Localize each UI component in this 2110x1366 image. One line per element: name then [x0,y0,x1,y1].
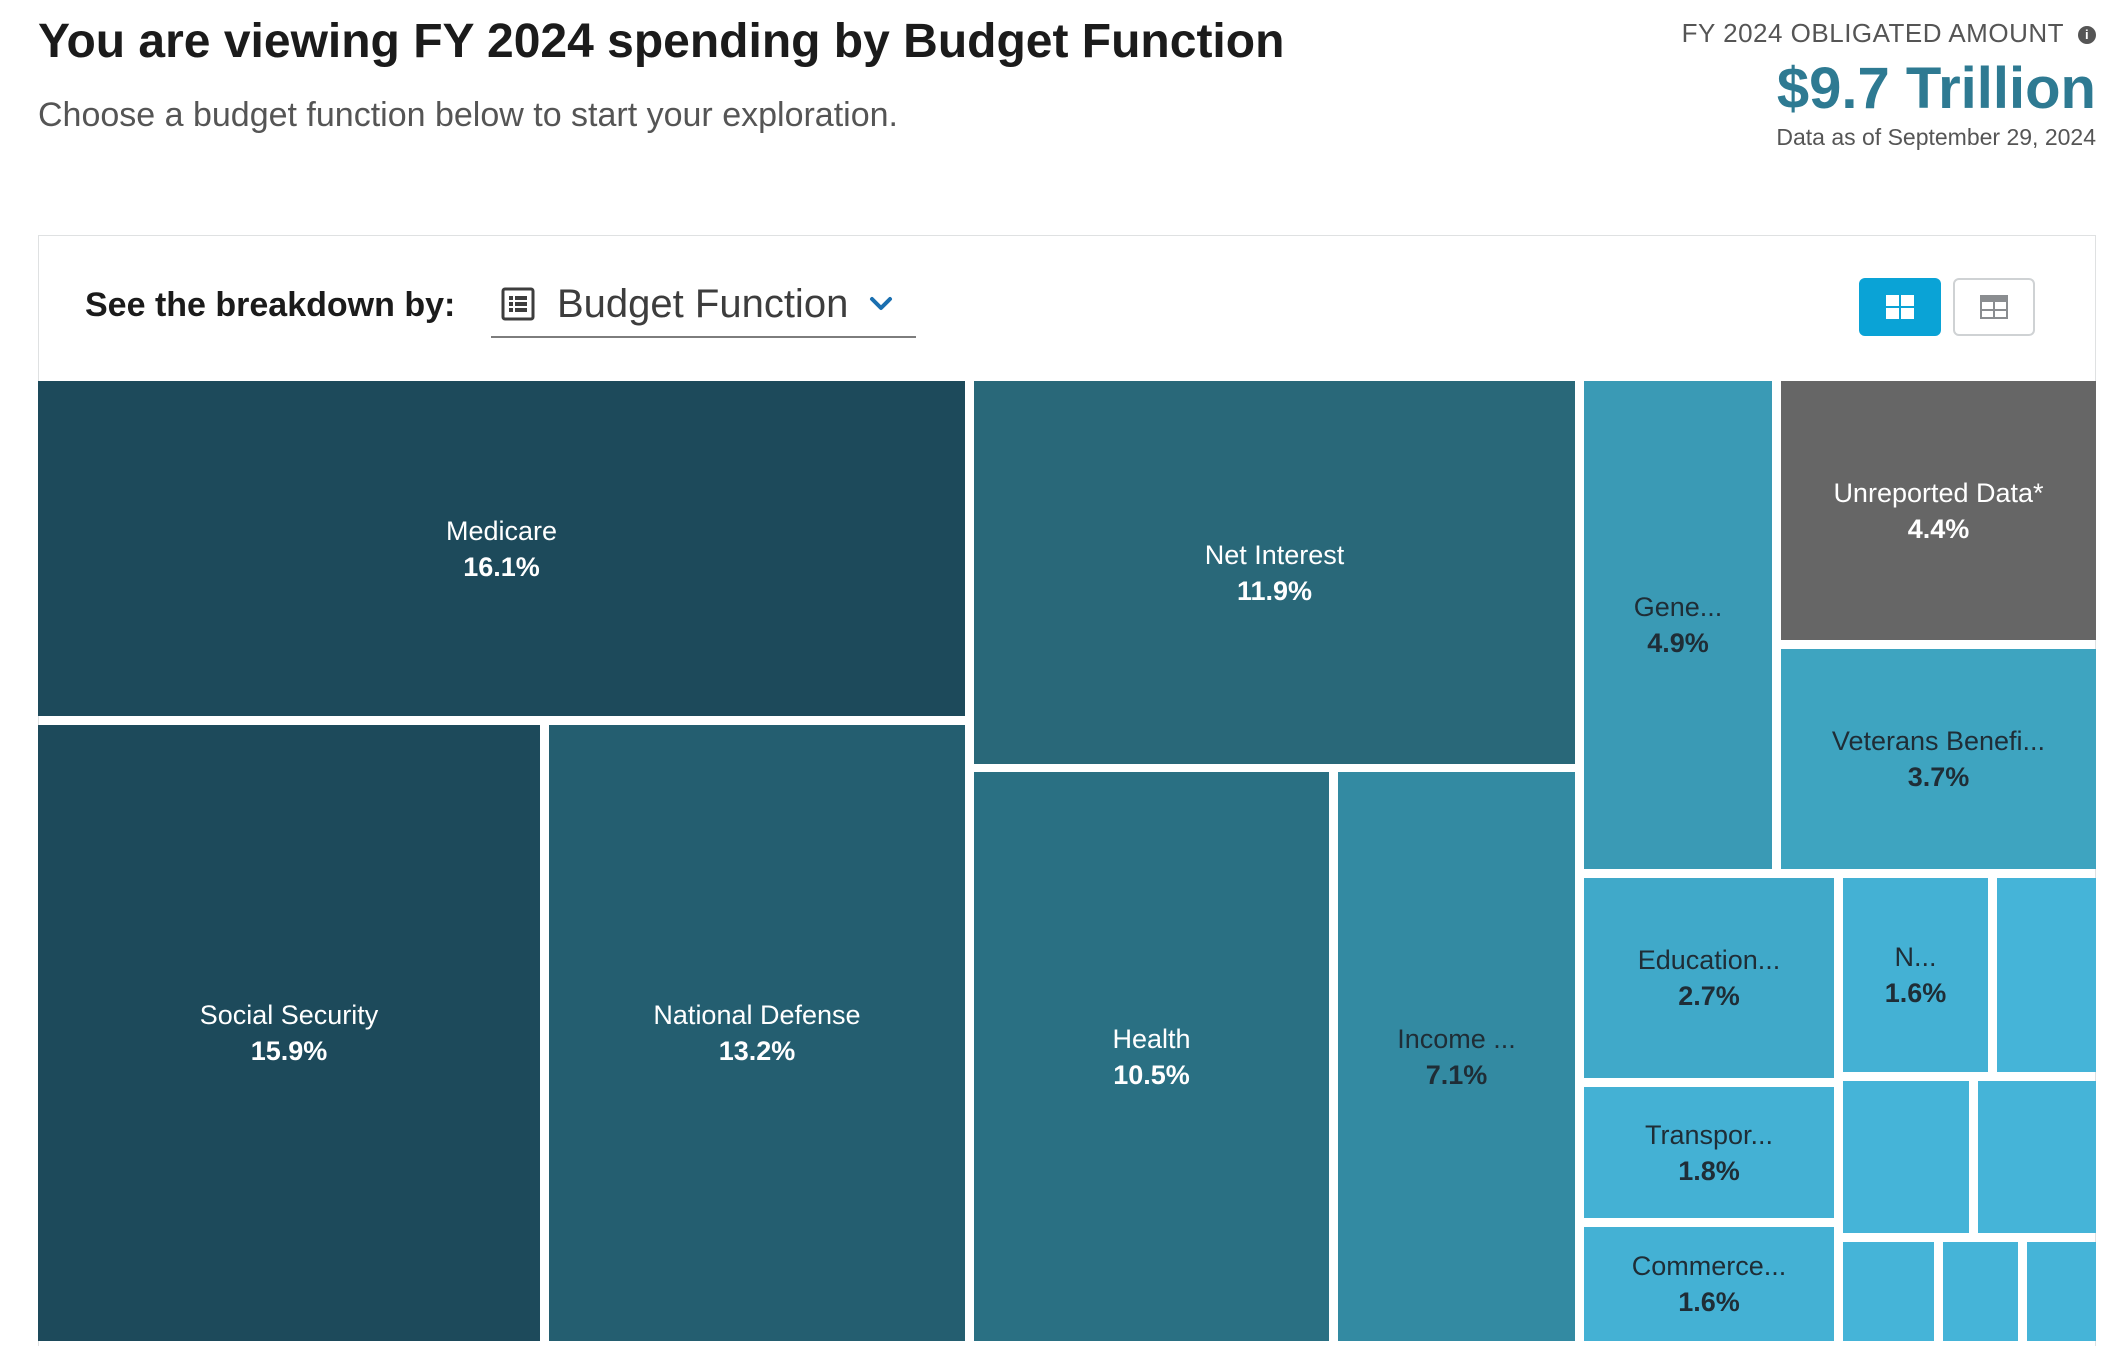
treemap-tile-unreported-data[interactable]: Unreported Data* 4.4% [1781,381,2096,640]
tile-label: Transpor... [1644,1119,1774,1150]
treemap-tile-natural-resources[interactable]: N... 1.6% [1843,878,1988,1072]
page-title: You are viewing FY 2024 spending by Budg… [38,15,1285,68]
tile-percent: 4.4% [1907,513,1970,544]
treemap-tile-education[interactable]: Education... 2.7% [1584,878,1834,1078]
tile-label: Commerce... [1631,1251,1787,1281]
tile-percent: 15.9% [250,1036,328,1066]
treemap-tile-unlabeled[interactable] [1843,1242,1934,1341]
breakdown-label: See the breakdown by: [85,286,456,324]
tile-percent: 1.6% [1678,1287,1740,1317]
grid-icon [1886,295,1914,319]
tile-label: N... [1894,942,1937,972]
tile-percent: 7.1% [1425,1059,1488,1090]
treemap-tile-unlabeled[interactable] [1978,1081,2096,1233]
tile-percent: 2.7% [1678,981,1740,1011]
treemap-tile-veterans-benefits[interactable]: Veterans Benefi... 3.7% [1781,649,2096,869]
page-subtitle: Choose a budget function below to start … [38,96,898,134]
tile-percent: 13.2% [718,1036,796,1066]
table-view-button[interactable] [1953,278,2035,336]
treemap-tile-income-security[interactable]: Income ... 7.1% [1338,772,1575,1341]
chevron-down-icon [870,297,893,310]
tile-percent: 3.7% [1907,762,1970,792]
list-icon [501,287,535,321]
tile-label: Income ... [1397,1023,1516,1054]
tile-label: Health [1112,1023,1191,1054]
tile-percent: 1.6% [1884,978,1947,1008]
tile-label: Net Interest [1204,539,1345,570]
info-icon[interactable]: i [2078,26,2096,45]
tile-percent: 4.9% [1647,628,1709,658]
treemap-view-button[interactable] [1859,278,1941,336]
treemap-tile-general-government[interactable]: Gene... 4.9% [1584,381,1772,869]
tile-percent: 11.9% [1236,575,1313,606]
tile-label: Gene... [1633,592,1723,622]
treemap-tile-unlabeled[interactable] [1943,1242,2018,1341]
obligated-label-row: FY 2024 OBLIGATED AMOUNT i [1682,18,2096,49]
table-icon [1980,295,2008,319]
treemap-tile-health[interactable]: Health 10.5% [974,772,1329,1341]
treemap-tile-unlabeled[interactable] [2027,1242,2096,1341]
breakdown-value: Budget Function [557,281,849,326]
obligated-amount: $9.7 Trillion [1776,56,2096,121]
breakdown-dropdown[interactable]: Budget Function [491,272,916,338]
treemap-tile-unlabeled[interactable] [1843,1081,1969,1233]
tile-label: Veterans Benefi... [1831,726,2046,756]
data-as-of: Data as of September 29, 2024 [1776,124,2096,150]
tile-percent: 10.5% [1113,1059,1190,1090]
tile-label: Social Security [199,1000,379,1030]
treemap-tile-medicare[interactable]: Medicare 16.1% [38,381,965,716]
tile-label: Education... [1637,945,1781,975]
treemap-tile-unlabeled[interactable] [1997,878,2096,1072]
treemap-tile-net-interest[interactable]: Net Interest 11.9% [974,381,1575,764]
tile-percent: 1.8% [1678,1155,1740,1186]
tile-label: Medicare [445,515,558,546]
obligated-summary: FY 2024 OBLIGATED AMOUNT i $9.7 Trillion … [1682,18,2096,151]
treemap-tile-national-defense[interactable]: National Defense 13.2% [549,725,965,1341]
treemap-tile-transportation[interactable]: Transpor... 1.8% [1584,1087,1834,1218]
obligated-amount-label: FY 2024 OBLIGATED AMOUNT [1681,18,2064,48]
treemap-tile-commerce[interactable]: Commerce... 1.6% [1584,1227,1834,1341]
treemap-tile-social-security[interactable]: Social Security 15.9% [38,725,540,1341]
tile-percent: 16.1% [463,551,540,582]
tile-label: Unreported Data* [1833,477,2044,508]
tile-label: National Defense [653,1000,861,1030]
